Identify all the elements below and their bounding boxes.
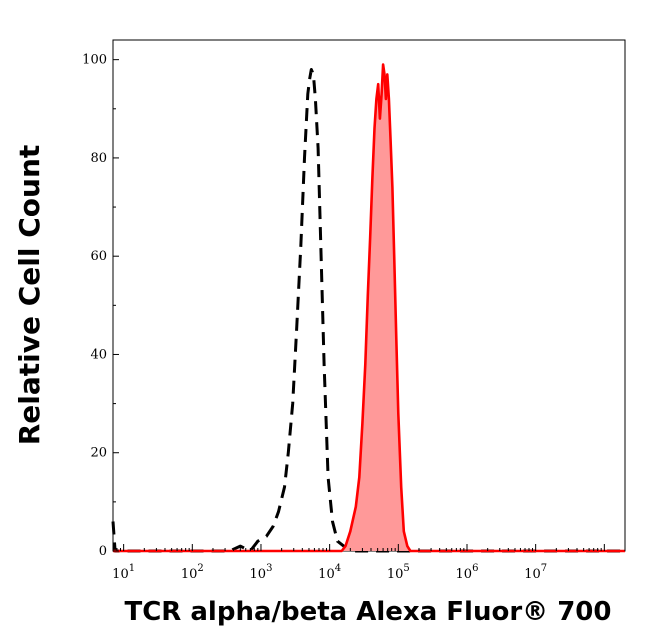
x-tick-label: 105	[387, 563, 410, 582]
x-tick-label: 107	[524, 563, 547, 582]
y-tick-label: 0	[99, 544, 107, 559]
x-tick-label: 101	[112, 563, 135, 582]
x-tick-label: 104	[318, 563, 341, 582]
series-layer	[111, 63, 625, 553]
y-axis-title: Relative Cell Count	[13, 145, 46, 446]
series-1-area	[113, 64, 625, 551]
y-tick-label: 80	[90, 151, 107, 166]
x-tick-label: 103	[250, 563, 273, 582]
series-1-line	[113, 63, 625, 553]
y-tick-label: 20	[90, 446, 107, 461]
y-tick-label: 40	[90, 347, 107, 362]
y-tick-label: 60	[90, 249, 107, 264]
y-tick-label: 100	[82, 53, 107, 68]
x-axis: 101 102 103 104 105 106 107	[112, 544, 626, 582]
y-axis: 0 20 40 60 80 100	[82, 53, 119, 559]
series-0-line	[111, 68, 625, 553]
x-axis-title: TCR alpha/beta Alexa Fluor® 700	[124, 597, 611, 627]
x-tick-label: 106	[456, 563, 479, 582]
x-tick-label: 102	[181, 563, 204, 582]
